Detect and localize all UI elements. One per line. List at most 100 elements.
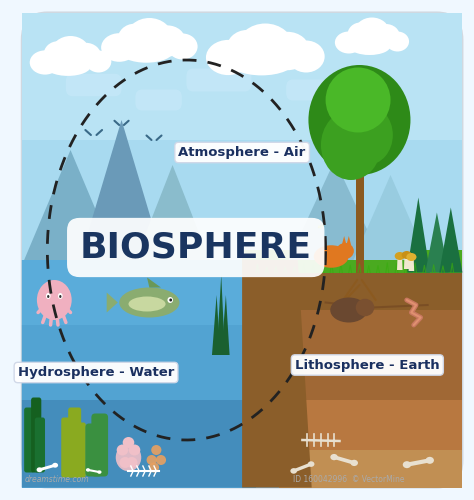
Polygon shape <box>242 250 463 272</box>
Ellipse shape <box>37 280 72 320</box>
Polygon shape <box>147 278 161 287</box>
Ellipse shape <box>308 462 314 467</box>
Ellipse shape <box>167 297 173 303</box>
Ellipse shape <box>118 24 151 56</box>
Ellipse shape <box>127 18 172 57</box>
Polygon shape <box>251 270 463 320</box>
Ellipse shape <box>401 251 412 259</box>
Polygon shape <box>221 295 229 355</box>
Ellipse shape <box>123 437 134 448</box>
Ellipse shape <box>342 105 393 165</box>
Polygon shape <box>22 12 463 140</box>
Ellipse shape <box>58 293 63 299</box>
Polygon shape <box>397 258 402 270</box>
Ellipse shape <box>156 455 166 465</box>
Ellipse shape <box>265 32 310 70</box>
FancyBboxPatch shape <box>136 90 182 110</box>
Ellipse shape <box>97 470 101 474</box>
Ellipse shape <box>350 460 358 466</box>
Ellipse shape <box>326 68 391 132</box>
Ellipse shape <box>321 110 381 180</box>
Ellipse shape <box>349 37 391 55</box>
Polygon shape <box>407 198 430 272</box>
Polygon shape <box>425 212 448 272</box>
FancyBboxPatch shape <box>22 12 463 488</box>
Ellipse shape <box>116 444 141 471</box>
Polygon shape <box>107 292 118 312</box>
Polygon shape <box>24 150 117 260</box>
Polygon shape <box>409 258 414 271</box>
Ellipse shape <box>146 455 157 465</box>
Ellipse shape <box>47 295 49 298</box>
Ellipse shape <box>51 36 90 69</box>
Ellipse shape <box>330 454 338 460</box>
Ellipse shape <box>406 253 417 261</box>
Ellipse shape <box>117 444 128 456</box>
Ellipse shape <box>52 463 58 468</box>
Text: dreamstime.com: dreamstime.com <box>24 474 89 484</box>
Ellipse shape <box>356 298 374 316</box>
Polygon shape <box>265 310 463 410</box>
Ellipse shape <box>206 40 250 75</box>
Ellipse shape <box>128 296 165 312</box>
Ellipse shape <box>46 293 51 299</box>
Ellipse shape <box>119 40 173 62</box>
Polygon shape <box>217 275 225 355</box>
Ellipse shape <box>403 461 411 468</box>
Polygon shape <box>22 12 463 275</box>
Ellipse shape <box>291 468 297 473</box>
Ellipse shape <box>119 457 131 468</box>
FancyBboxPatch shape <box>66 74 121 96</box>
Ellipse shape <box>119 288 180 318</box>
Ellipse shape <box>45 56 91 76</box>
Ellipse shape <box>335 32 363 54</box>
Text: ID 160042996  © VectorMine: ID 160042996 © VectorMine <box>293 474 404 484</box>
Polygon shape <box>356 170 364 272</box>
Ellipse shape <box>336 243 354 259</box>
Ellipse shape <box>101 33 137 62</box>
Ellipse shape <box>169 298 172 302</box>
FancyBboxPatch shape <box>35 418 45 472</box>
Ellipse shape <box>129 444 140 456</box>
Ellipse shape <box>395 252 405 260</box>
Ellipse shape <box>167 34 198 60</box>
Ellipse shape <box>309 65 410 175</box>
Ellipse shape <box>59 295 62 298</box>
Text: Hydrosphere - Water: Hydrosphere - Water <box>18 366 174 379</box>
Polygon shape <box>22 400 289 488</box>
Ellipse shape <box>36 468 42 472</box>
Polygon shape <box>22 260 256 488</box>
Ellipse shape <box>330 298 367 322</box>
Ellipse shape <box>347 22 374 48</box>
FancyBboxPatch shape <box>31 398 41 472</box>
Ellipse shape <box>149 462 159 472</box>
Ellipse shape <box>314 245 348 268</box>
Ellipse shape <box>288 40 325 72</box>
Text: BIOSPHERE: BIOSPHERE <box>80 230 312 264</box>
Ellipse shape <box>149 26 185 56</box>
FancyBboxPatch shape <box>91 414 108 476</box>
Text: Lithosphere - Earth: Lithosphere - Earth <box>295 358 440 372</box>
FancyBboxPatch shape <box>24 408 34 472</box>
Polygon shape <box>404 256 410 269</box>
Polygon shape <box>289 160 381 260</box>
FancyBboxPatch shape <box>286 80 337 100</box>
Polygon shape <box>212 295 220 355</box>
Ellipse shape <box>355 18 390 48</box>
Text: Atmosphere - Air: Atmosphere - Air <box>179 146 306 159</box>
FancyBboxPatch shape <box>73 422 86 478</box>
Polygon shape <box>22 325 289 400</box>
Ellipse shape <box>30 50 60 74</box>
Ellipse shape <box>86 50 111 72</box>
FancyBboxPatch shape <box>85 424 102 476</box>
Polygon shape <box>346 236 351 245</box>
FancyBboxPatch shape <box>61 418 74 478</box>
Polygon shape <box>22 260 289 488</box>
Ellipse shape <box>71 43 101 69</box>
Polygon shape <box>279 450 463 488</box>
Ellipse shape <box>228 46 295 76</box>
Ellipse shape <box>386 32 409 52</box>
Ellipse shape <box>126 457 137 468</box>
Ellipse shape <box>426 457 434 464</box>
Polygon shape <box>242 260 312 488</box>
